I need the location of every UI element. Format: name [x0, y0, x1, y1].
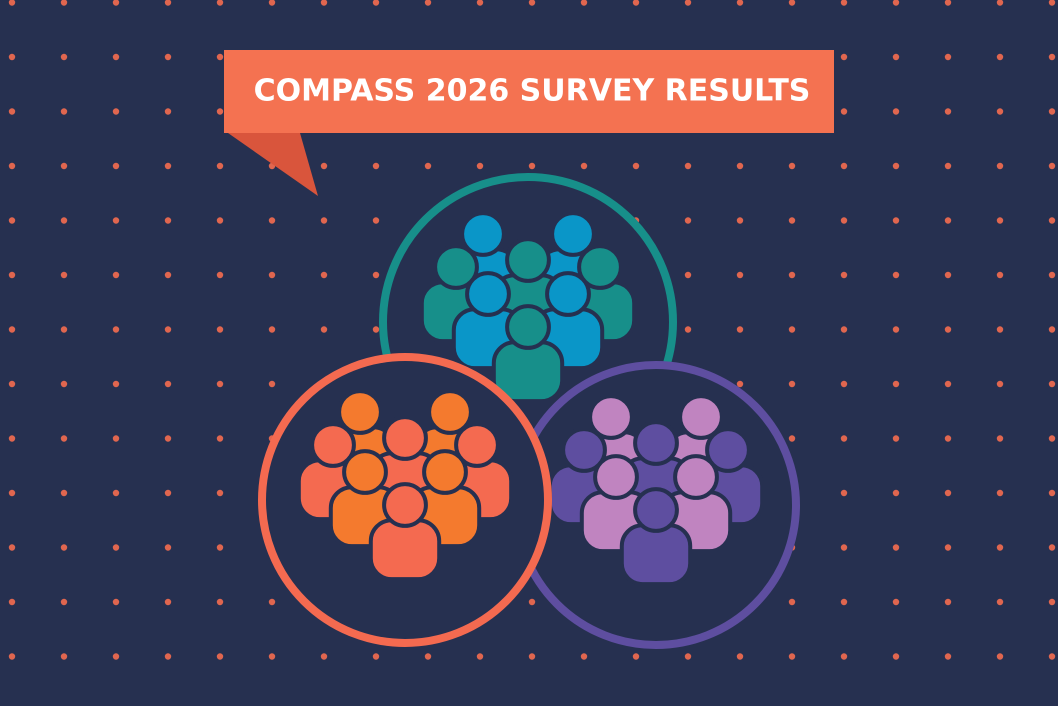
people-circle — [258, 353, 552, 647]
person-head — [433, 244, 479, 290]
person-head — [588, 394, 634, 440]
banner — [224, 50, 834, 133]
person-head — [673, 454, 719, 500]
person-body — [368, 518, 442, 582]
banner-tail — [228, 133, 318, 196]
person-head — [310, 422, 356, 468]
person-icon — [491, 304, 565, 404]
person-head — [705, 427, 751, 473]
banner-title: COMPASS 2026 SURVEY RESULTS — [254, 74, 811, 109]
person-body — [619, 523, 693, 587]
person-head — [545, 271, 591, 317]
person-head — [427, 389, 473, 435]
person-head — [342, 449, 388, 495]
person-head — [633, 487, 679, 533]
person-head — [460, 211, 506, 257]
person-head — [382, 415, 428, 461]
person-head — [422, 449, 468, 495]
people-groups — [258, 173, 800, 649]
person-icon — [368, 482, 442, 582]
person-head — [465, 271, 511, 317]
person-head — [382, 482, 428, 528]
person-head — [593, 454, 639, 500]
person-head — [633, 420, 679, 466]
person-head — [505, 304, 551, 350]
person-icon — [619, 487, 693, 587]
person-head — [337, 389, 383, 435]
person-head — [550, 211, 596, 257]
person-head — [454, 422, 500, 468]
person-head — [678, 394, 724, 440]
person-head — [505, 237, 551, 283]
people-circle — [512, 361, 800, 649]
person-head — [561, 427, 607, 473]
person-head — [577, 244, 623, 290]
